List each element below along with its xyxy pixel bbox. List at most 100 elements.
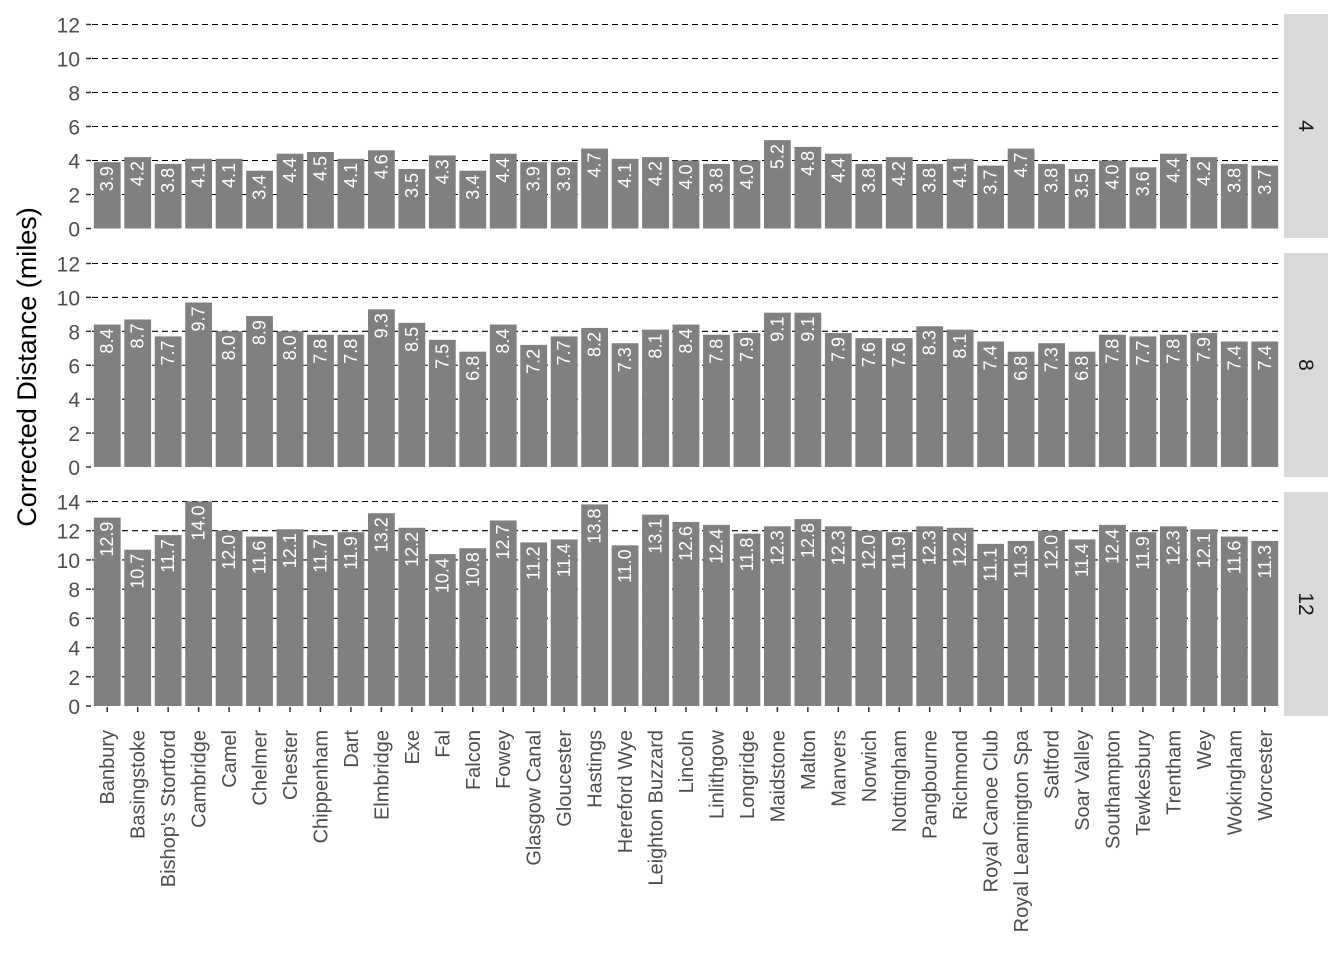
bar-value-label: 8.4 (97, 329, 117, 354)
bar (307, 152, 334, 229)
bar (124, 319, 152, 467)
bar-value-label: 4.6 (371, 154, 391, 179)
bar (611, 343, 639, 467)
bar-value-label: 3.8 (859, 168, 879, 193)
bar-value-label: 7.2 (524, 349, 544, 374)
bar (1129, 167, 1157, 229)
x-tick-label: Banbury (97, 730, 119, 805)
bar-value-label: 3.8 (706, 168, 726, 193)
bar-value-label: 4.1 (189, 163, 209, 188)
x-tick-label: Royal Leamington Spa (1011, 729, 1033, 932)
bar (977, 543, 1005, 706)
bar (1190, 157, 1218, 229)
x-tick-label: Exe (402, 730, 424, 764)
x-tick-label: Elmbridge (371, 730, 393, 820)
bar (1038, 343, 1065, 467)
bar-value-label: 7.8 (706, 339, 726, 364)
bar (794, 519, 822, 706)
bar-value-label: 6.8 (1011, 356, 1031, 381)
bar-value-label: 11.3 (1255, 545, 1275, 579)
x-tick-label: Richmond (950, 730, 972, 820)
bar (398, 527, 426, 706)
bar-value-label: 4.8 (798, 151, 818, 176)
bar-value-label: 8.4 (493, 329, 513, 354)
bar-value-label: 11.8 (737, 538, 757, 572)
bar-value-label: 12.9 (97, 522, 117, 557)
bar-value-label: 8.1 (646, 334, 666, 359)
bar-value-label: 4.5 (310, 156, 330, 181)
bar (550, 539, 578, 706)
bar (916, 163, 944, 229)
bar (1129, 532, 1157, 706)
bar-value-label: 7.4 (1255, 346, 1275, 371)
bar (520, 542, 548, 706)
bar (1159, 334, 1187, 467)
bar (337, 334, 365, 467)
bar (1190, 333, 1218, 467)
bar-value-label: 11.7 (158, 539, 178, 573)
panel-4: 0 2 4 6 8 10 12 3.9 4.2 3.8 4.1 4.1 3.4 4.4 4.5 4.1 4.6 3… (57, 14, 1328, 242)
bar-value-label: 10.7 (128, 554, 148, 589)
bar-value-label: 3.9 (97, 166, 117, 191)
y-tick-label: 14 (57, 492, 81, 515)
bar-value-label: 7.4 (981, 346, 1001, 371)
bar-value-label: 12.3 (767, 530, 787, 565)
bar (1251, 165, 1279, 229)
bar-value-label: 11.6 (250, 541, 270, 575)
facet-strip (1284, 253, 1328, 477)
bar-value-label: 4.1 (219, 163, 239, 188)
bar-value-label: 12.4 (1102, 529, 1122, 564)
bar-value-label: 11.9 (341, 536, 361, 570)
bar-value-label: 9.1 (767, 317, 787, 342)
bar-value-label: 10.4 (432, 558, 452, 593)
bar (489, 520, 517, 706)
bar (642, 157, 669, 229)
x-tick-label: Fal (432, 730, 454, 758)
bar (703, 524, 730, 706)
bar (93, 324, 121, 467)
bar-value-label: 7.5 (432, 344, 452, 369)
x-tick-label: Bishop's Stortford (158, 730, 180, 887)
bar (977, 341, 1005, 467)
bar (824, 153, 852, 229)
y-tick-label: 6 (68, 608, 80, 631)
bar (124, 157, 152, 229)
y-tick-label: 4 (68, 151, 80, 174)
x-tick-label: Falcon (463, 730, 485, 790)
bar-value-label: 12.7 (493, 524, 513, 559)
x-tick-label: Leighton Buzzard (646, 730, 668, 886)
bar-value-label: 11.6 (1224, 541, 1244, 575)
x-tick-label: Tewkesbury (1133, 730, 1155, 836)
x-tick-label: Manvers (828, 730, 850, 807)
y-tick-label: 10 (57, 550, 80, 573)
bar (398, 169, 426, 229)
bar-value-label: 8.0 (219, 335, 239, 360)
bar (367, 513, 395, 706)
bar (246, 170, 273, 229)
bar-value-label: 9.1 (798, 317, 818, 342)
bar (733, 533, 761, 706)
y-tick-label: 12 (57, 15, 80, 38)
bar (459, 170, 487, 229)
bar-value-label: 7.6 (859, 342, 879, 367)
bar-value-label: 9.3 (371, 313, 391, 338)
bar-value-label: 7.8 (1163, 339, 1183, 364)
bar-value-label: 12.1 (280, 533, 300, 568)
bar-value-label: 3.8 (158, 168, 178, 193)
bar-value-label: 7.6 (889, 342, 909, 367)
bar-value-label: 12.2 (950, 532, 970, 567)
bar (93, 517, 121, 706)
bar (733, 160, 761, 229)
bar (154, 163, 182, 229)
bar (642, 514, 669, 706)
bar-value-label: 12.0 (1042, 535, 1062, 570)
y-tick-label: 0 (68, 457, 80, 480)
x-tick-label: Trentham (1163, 730, 1185, 815)
bar (428, 155, 456, 229)
bar (398, 322, 426, 467)
bar (154, 336, 182, 467)
bar-value-label: 7.9 (737, 337, 757, 362)
bar (550, 162, 578, 229)
x-tick-label: Dart (341, 730, 363, 768)
